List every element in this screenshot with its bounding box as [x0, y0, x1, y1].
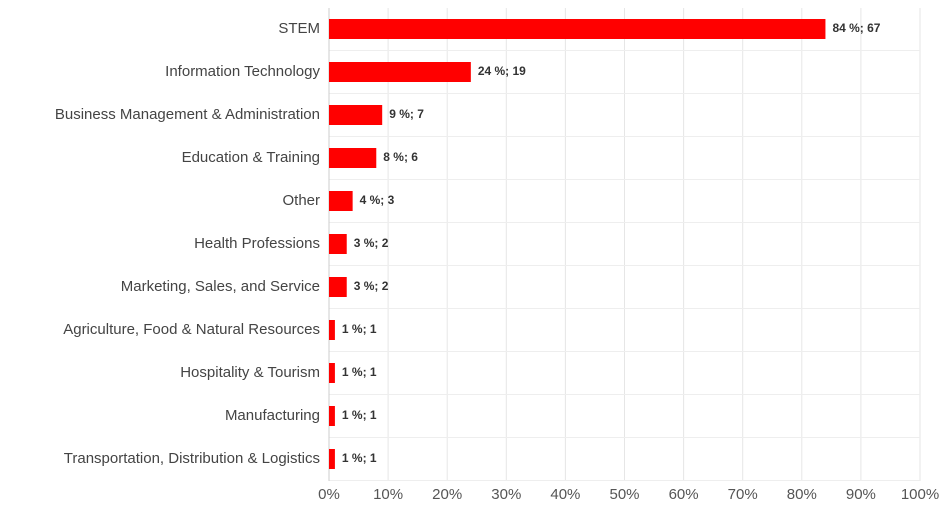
bar: [329, 320, 335, 340]
category-label: Information Technology: [165, 63, 320, 80]
category-label: Manufacturing: [225, 407, 320, 424]
bar: [329, 277, 347, 297]
x-tick-label: 0%: [318, 486, 340, 503]
category-label: Education & Training: [182, 149, 320, 166]
value-label: 1 %; 1: [342, 322, 377, 336]
bar: [329, 148, 377, 168]
bar: [329, 449, 335, 469]
x-tick-label: 10%: [373, 486, 403, 503]
value-label: 1 %; 1: [342, 408, 377, 422]
x-tick-label: 100%: [901, 486, 939, 503]
category-label: Marketing, Sales, and Service: [121, 278, 320, 295]
x-tick-label: 20%: [432, 486, 462, 503]
bar: [329, 363, 335, 383]
value-label: 3 %; 2: [354, 236, 389, 250]
value-label: 84 %; 67: [832, 21, 880, 35]
category-label: Health Professions: [194, 235, 320, 252]
x-tick-label: 40%: [550, 486, 580, 503]
x-tick-label: 30%: [491, 486, 521, 503]
bar: [329, 19, 826, 39]
bar: [329, 62, 471, 82]
category-label: Other: [282, 192, 320, 209]
category-label: Hospitality & Tourism: [180, 364, 320, 381]
bar: [329, 234, 347, 254]
category-label: Agriculture, Food & Natural Resources: [63, 321, 320, 338]
value-label: 1 %; 1: [342, 365, 377, 379]
x-tick-label: 50%: [609, 486, 639, 503]
category-label: STEM: [278, 20, 320, 37]
category-label: Business Management & Administration: [55, 106, 320, 123]
value-label: 3 %; 2: [354, 279, 389, 293]
value-label: 4 %; 3: [360, 193, 395, 207]
bar: [329, 191, 353, 211]
x-tick-label: 90%: [846, 486, 876, 503]
x-tick-label: 70%: [728, 486, 758, 503]
value-label: 8 %; 6: [383, 150, 418, 164]
category-label: Transportation, Distribution & Logistics: [64, 450, 320, 467]
x-tick-label: 60%: [669, 486, 699, 503]
x-tick-label: 80%: [787, 486, 817, 503]
bar: [329, 105, 383, 125]
bar: [329, 406, 335, 426]
value-label: 1 %; 1: [342, 451, 377, 465]
value-label: 9 %; 7: [389, 107, 424, 121]
value-label: 24 %; 19: [478, 64, 526, 78]
